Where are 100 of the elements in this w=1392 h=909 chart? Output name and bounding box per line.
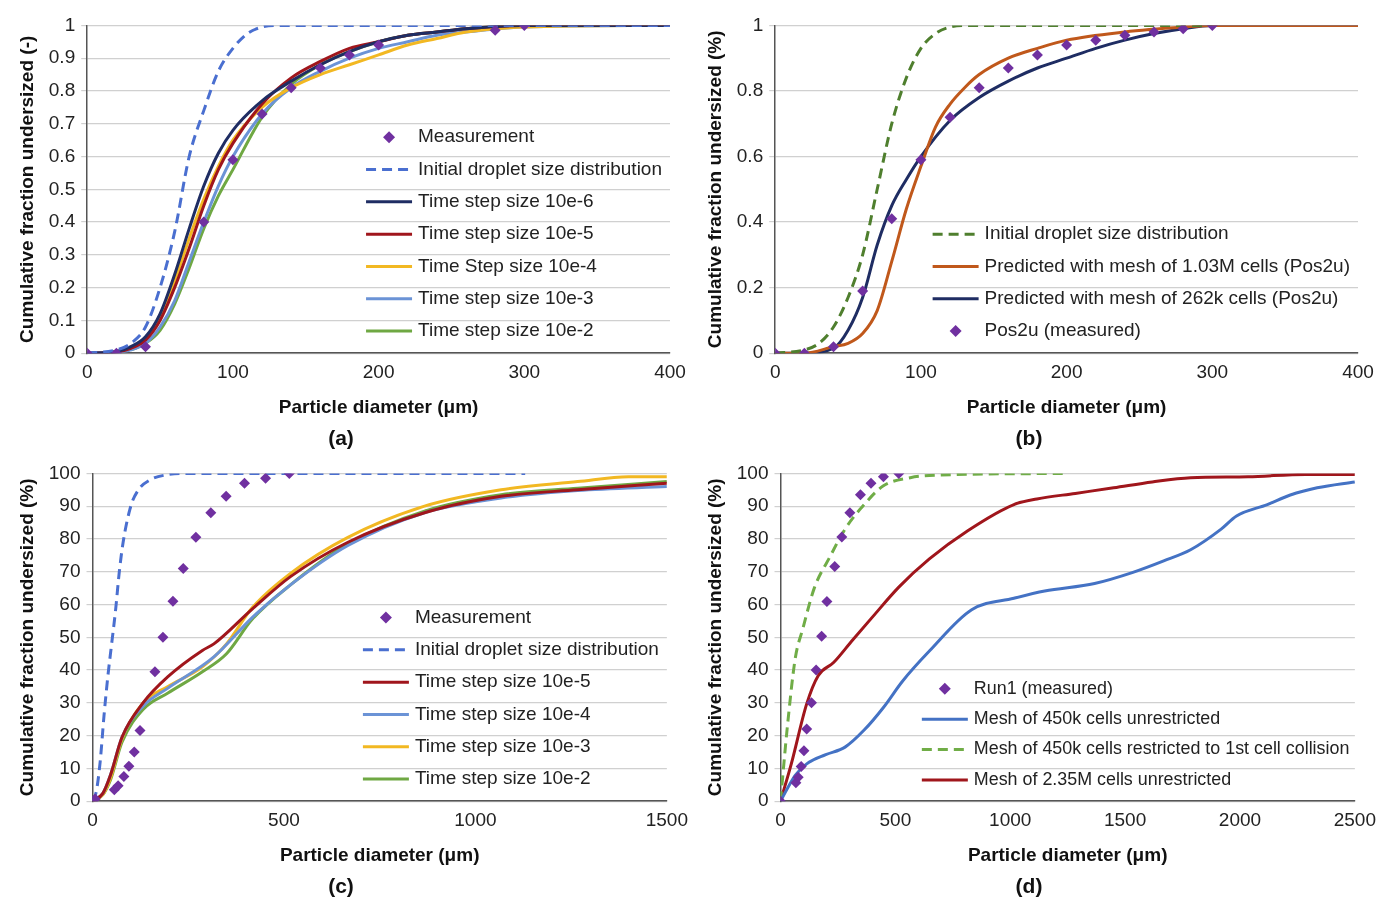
point (1148, 26, 1160, 38)
point (816, 630, 828, 642)
point (198, 216, 210, 228)
point (1061, 39, 1073, 51)
y-tick-label: 0 (752, 341, 764, 363)
point (157, 631, 169, 643)
y-tick-label: 0 (69, 789, 81, 811)
y-tick-label: 50 (59, 625, 81, 647)
y-axis-title: Cumulative fraction undersized (%) (15, 478, 37, 797)
legend-label: Time step size 10e-5 (418, 222, 594, 244)
legend-label: Predicted with mesh of 262k cells (Pos2u) (984, 286, 1339, 308)
legend-label: Measurement (418, 125, 535, 147)
text: (c) (328, 874, 354, 898)
y-tick-label: 0.9 (48, 46, 76, 68)
y-tick-label: 0.1 (48, 308, 76, 330)
x-tick-label: 1000 (989, 808, 1032, 830)
point (1119, 29, 1131, 41)
point (792, 771, 804, 783)
x-axis-title: Particle diameter (μm) (967, 843, 1168, 865)
legend-label: Time Step size 10e-4 (418, 254, 598, 276)
point (1090, 34, 1102, 46)
point (489, 25, 501, 36)
point (343, 49, 355, 61)
point (857, 285, 869, 297)
y-tick-label: 30 (59, 691, 81, 713)
point (134, 724, 146, 736)
x-axis-title: Particle diameter (μm) (966, 395, 1167, 417)
x-axis-title: Particle diameter (μm) (278, 395, 479, 417)
legend-label: Time step size 10e-4 (414, 702, 591, 724)
x-tick-label: 2500 (1333, 808, 1377, 830)
text: (d) (1015, 874, 1043, 898)
x-tick-label: 200 (1050, 360, 1083, 382)
point (798, 745, 810, 757)
point (801, 723, 813, 735)
y-tick-label: 0.8 (48, 79, 76, 101)
x-tick-label: 1500 (645, 808, 689, 830)
x-tick-label: 0 (87, 808, 98, 830)
legend-label: Time step size 10e-3 (418, 286, 594, 308)
y-tick-label: 0.2 (48, 275, 76, 297)
y-tick-label: 0.6 (736, 144, 764, 166)
y-tick-label: 80 (747, 527, 769, 549)
x-axis-title: Particle diameter (μm) (279, 843, 480, 865)
x-tick-label: 100 (217, 360, 249, 382)
y-tick-label: 0.7 (48, 111, 76, 133)
point (865, 477, 877, 489)
y-tick-label: 10 (59, 756, 81, 778)
y-axis-title: Cumulative fraction undersized (-) (15, 35, 37, 343)
point (795, 760, 807, 772)
legend-label: Time step size 10e-2 (418, 319, 594, 341)
y-tick-label: 30 (747, 691, 769, 713)
y-tick-label: 0.2 (736, 275, 764, 297)
y-tick-label: 100 (736, 461, 769, 483)
legend-label: Initial droplet size distribution (418, 157, 663, 179)
point (260, 473, 272, 484)
point (844, 507, 856, 519)
point (1177, 25, 1189, 35)
legend-label: Run1 (measured) (973, 677, 1113, 698)
y-axis-title: Cumulative fraction undersized (%) (703, 30, 725, 349)
y-tick-label: 1 (752, 13, 764, 35)
point (239, 477, 251, 489)
point (915, 154, 927, 166)
x-tick-label: 2000 (1218, 808, 1262, 830)
point (944, 111, 956, 123)
point (220, 490, 232, 502)
y-tick-label: 0 (757, 789, 769, 811)
x-tick-label: 0 (775, 808, 786, 830)
y-tick-label: 0.4 (48, 210, 76, 232)
y-tick-label: 0 (64, 341, 76, 363)
legend-label: Time step size 10e-5 (414, 670, 591, 692)
y-tick-label: 60 (747, 592, 769, 614)
y-tick-label: 40 (747, 658, 769, 680)
y-tick-label: 100 (48, 461, 81, 483)
y-tick-label: 90 (59, 494, 81, 516)
point (128, 746, 140, 758)
legend-label: Mesh of 450k cells unrestricted (973, 708, 1221, 729)
legend-label: Mesh of 2.35M cells unrestricted (973, 768, 1232, 789)
legend-label: Initial droplet size distribution (414, 638, 659, 660)
point (810, 664, 822, 676)
point (123, 760, 135, 772)
y-tick-label: 70 (59, 559, 81, 581)
point (886, 213, 898, 225)
y-tick-label: 80 (59, 527, 81, 549)
x-tick-label: 1000 (454, 808, 497, 830)
x-tick-label: 500 (879, 808, 912, 830)
legend-label: Time step size 10e-2 (414, 767, 591, 789)
text: (b) (1015, 426, 1043, 450)
y-tick-label: 0.3 (48, 243, 76, 265)
point (854, 489, 866, 501)
point (285, 82, 297, 94)
y-tick-label: 0.4 (736, 210, 764, 232)
point (1031, 49, 1043, 61)
point (373, 39, 385, 51)
legend-label: Time step size 10e-3 (414, 734, 591, 756)
point (167, 595, 179, 607)
point (314, 62, 326, 74)
y-tick-label: 60 (59, 592, 81, 614)
legend-label: Pos2u (measured) (984, 319, 1141, 341)
y-tick-label: 20 (747, 723, 769, 745)
y-tick-label: 40 (59, 658, 81, 680)
text: (a) (328, 426, 354, 450)
